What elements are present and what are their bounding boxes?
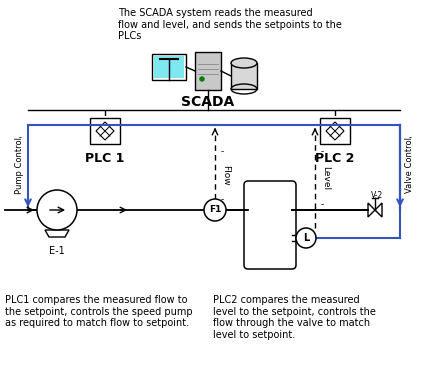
Bar [154, 56, 184, 78]
FancyBboxPatch shape [244, 181, 296, 269]
Bar [195, 52, 221, 90]
Text: PLC1 compares the measured flow to
the setpoint, controls the speed pump
as requ: PLC1 compares the measured flow to the s… [5, 295, 193, 328]
Text: F1: F1 [209, 205, 221, 215]
Text: The SCADA system reads the measured
flow and level, and sends the setpoints to t: The SCADA system reads the measured flow… [118, 8, 342, 41]
Bar [152, 54, 186, 80]
Text: L: L [303, 233, 309, 243]
Text: PLC 2: PLC 2 [315, 152, 355, 165]
Polygon shape [326, 122, 344, 140]
Circle shape [37, 190, 77, 230]
Circle shape [204, 199, 226, 221]
Text: Valve Control: Valve Control [406, 137, 414, 193]
Text: PLC 1: PLC 1 [85, 152, 125, 165]
Bar [90, 118, 120, 144]
Circle shape [200, 77, 204, 81]
Text: SCADA: SCADA [181, 95, 235, 109]
Text: -: - [409, 133, 412, 143]
Text: Level: Level [321, 166, 330, 190]
Text: PLC2 compares the measured
level to the setpoint, controls the
flow through the : PLC2 compares the measured level to the … [213, 295, 376, 340]
Text: -: - [18, 133, 21, 143]
Text: V-2: V-2 [371, 191, 383, 200]
Text: -: - [321, 200, 324, 210]
Text: -: - [321, 147, 324, 157]
Text: -: - [221, 196, 224, 205]
Text: -: - [221, 147, 224, 157]
Polygon shape [45, 230, 69, 237]
Text: E-1: E-1 [49, 246, 65, 256]
Polygon shape [96, 122, 114, 140]
Polygon shape [368, 203, 375, 217]
Ellipse shape [231, 58, 257, 68]
Bar [320, 118, 350, 144]
Text: Pump Control: Pump Control [15, 136, 25, 194]
Bar [231, 63, 257, 89]
Polygon shape [375, 203, 382, 217]
Text: Flow: Flow [221, 165, 230, 185]
Circle shape [296, 228, 316, 248]
